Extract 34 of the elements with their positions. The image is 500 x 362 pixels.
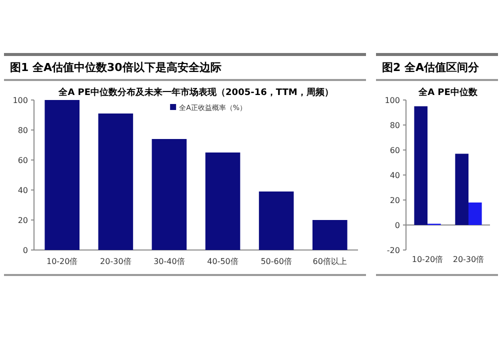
bar [414, 106, 428, 225]
x-tick-label: 50-60倍 [260, 257, 292, 266]
bar [205, 152, 240, 250]
y-tick-label: 80 [390, 120, 400, 130]
y-tick-label: 40 [18, 186, 28, 195]
y-tick-label: 80 [18, 126, 28, 135]
bar [312, 220, 348, 250]
x-tick-label: 60倍以上 [312, 257, 347, 266]
chart-subtitle: 全A PE中位数分布及未来一年市场表现（2005-16，TTM，周频） [58, 87, 334, 98]
y-tick-label: 60 [390, 146, 400, 155]
bar [152, 139, 187, 250]
chart-title: 图2 全A估值区间分 [382, 61, 480, 74]
bar [98, 114, 134, 250]
y-tick-label: 20 [18, 216, 28, 225]
y-tick-label: -20 [386, 246, 400, 255]
bar [44, 100, 80, 250]
x-tick-label: 30-40倍 [154, 257, 185, 266]
y-tick-label: 0 [22, 246, 28, 255]
x-tick-label: 10-20倍 [46, 257, 78, 266]
chart-title: 图1 全A估值中位数30倍以下是高安全边际 [10, 61, 222, 74]
y-tick-label: 60 [18, 156, 28, 165]
y-tick-label: 100 [384, 96, 400, 105]
y-tick-label: 100 [12, 96, 28, 105]
y-tick-label: 0 [394, 220, 400, 230]
x-tick-label: 10-20倍 [412, 255, 444, 264]
bar [455, 154, 468, 225]
y-tick-label: 20 [390, 196, 400, 205]
x-tick-label: 40-50倍 [207, 257, 238, 266]
bar [468, 202, 482, 225]
x-tick-label: 20-30倍 [100, 257, 132, 266]
x-tick-label: 20-30倍 [452, 255, 484, 264]
chart-subtitle: 全A PE中位数 [418, 87, 478, 98]
y-tick-label: 40 [390, 170, 400, 180]
bar [258, 192, 294, 250]
